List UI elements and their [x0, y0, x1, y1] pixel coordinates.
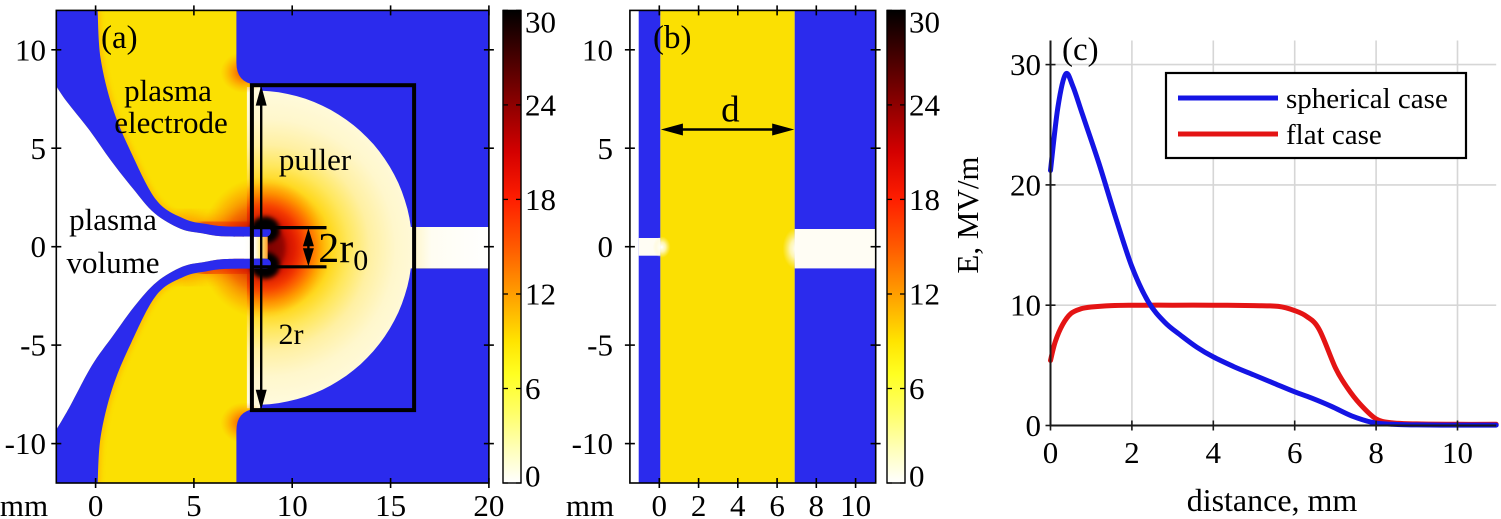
svg-text:mm: mm — [0, 488, 48, 519]
svg-text:d: d — [721, 90, 740, 131]
svg-text:spherical case: spherical case — [1286, 83, 1448, 115]
svg-text:12: 12 — [909, 277, 940, 312]
svg-text:10: 10 — [582, 32, 613, 67]
svg-text:0: 0 — [909, 459, 925, 494]
svg-text:0: 0 — [88, 488, 104, 519]
svg-text:24: 24 — [909, 87, 941, 122]
svg-text:8: 8 — [809, 488, 825, 519]
svg-text:0: 0 — [1026, 408, 1042, 443]
svg-text:4: 4 — [730, 488, 746, 519]
svg-text:(c): (c) — [1062, 32, 1099, 68]
svg-text:(b): (b) — [653, 20, 691, 56]
svg-text:-10: -10 — [5, 426, 46, 461]
svg-text:6: 6 — [769, 488, 785, 519]
svg-text:10: 10 — [1010, 288, 1041, 323]
svg-text:0: 0 — [1043, 435, 1059, 470]
svg-text:2: 2 — [691, 488, 707, 519]
svg-text:E, MV/m: E, MV/m — [950, 156, 985, 273]
svg-text:2r: 2r — [279, 318, 304, 351]
svg-text:0: 0 — [598, 229, 614, 264]
svg-text:15: 15 — [375, 488, 406, 519]
svg-text:30: 30 — [909, 5, 940, 40]
svg-text:puller: puller — [279, 142, 352, 177]
svg-text:electrode: electrode — [114, 105, 228, 140]
svg-text:0: 0 — [652, 488, 668, 519]
svg-text:-10: -10 — [572, 426, 613, 461]
svg-text:mm: mm — [566, 488, 614, 519]
svg-text:distance, mm: distance, mm — [1187, 482, 1358, 518]
svg-text:10: 10 — [1442, 435, 1473, 470]
svg-text:4: 4 — [1206, 435, 1222, 470]
svg-text:2: 2 — [1124, 435, 1140, 470]
svg-text:10: 10 — [840, 488, 871, 519]
svg-text:volume: volume — [67, 245, 160, 280]
svg-text:20: 20 — [473, 488, 504, 519]
svg-text:flat case: flat case — [1286, 119, 1382, 151]
svg-text:0: 0 — [525, 459, 541, 494]
svg-text:30: 30 — [525, 5, 556, 40]
svg-text:6: 6 — [1287, 435, 1303, 470]
svg-text:10: 10 — [15, 32, 46, 67]
svg-text:18: 18 — [909, 182, 940, 217]
svg-text:6: 6 — [909, 371, 925, 406]
svg-text:30: 30 — [1010, 47, 1041, 82]
svg-text:plasma: plasma — [124, 73, 212, 108]
svg-text:plasma: plasma — [69, 202, 157, 237]
svg-text:20: 20 — [1010, 167, 1041, 202]
svg-text:18: 18 — [525, 182, 556, 217]
svg-text:10: 10 — [277, 488, 308, 519]
svg-text:8: 8 — [1368, 435, 1384, 470]
svg-text:(a): (a) — [101, 20, 138, 56]
svg-text:0: 0 — [31, 229, 47, 264]
svg-text:5: 5 — [31, 131, 47, 166]
svg-text:-5: -5 — [587, 328, 613, 363]
svg-text:12: 12 — [525, 277, 556, 312]
svg-text:24: 24 — [525, 87, 557, 122]
svg-text:6: 6 — [525, 371, 541, 406]
svg-text:-5: -5 — [20, 328, 46, 363]
svg-text:5: 5 — [598, 131, 614, 166]
svg-text:5: 5 — [186, 488, 202, 519]
